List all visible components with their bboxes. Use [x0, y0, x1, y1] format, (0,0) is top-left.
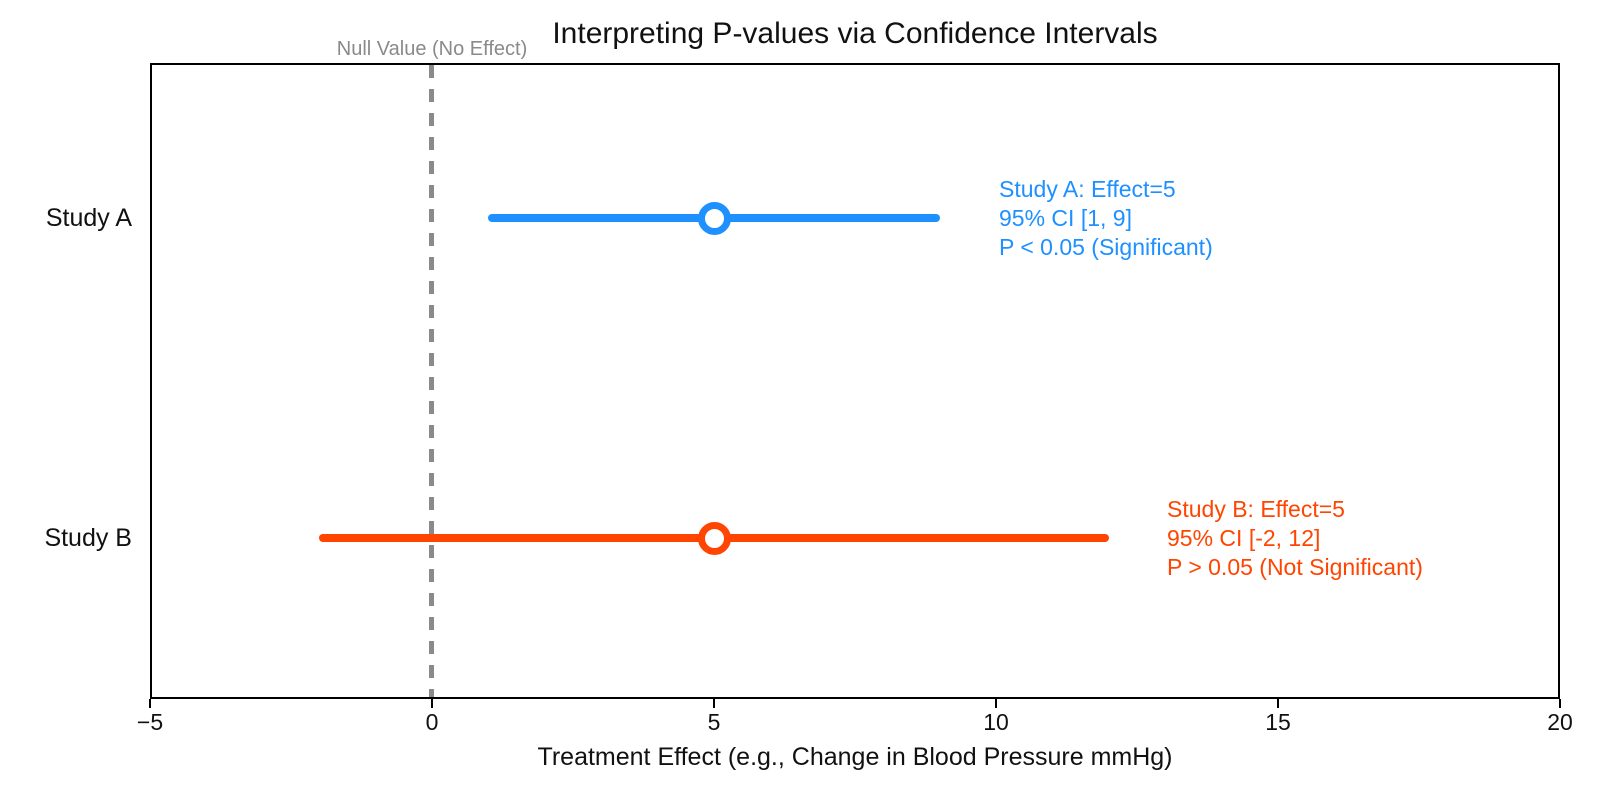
study-b-annotation-line-3: P > 0.05 (Not Significant): [1167, 554, 1423, 580]
xtick-mark-15: [1277, 699, 1279, 708]
xtick-mark-5: [713, 699, 715, 708]
null-line-label: Null Value (No Effect): [336, 38, 528, 60]
xtick-label-0: 0: [425, 709, 439, 735]
xtick-mark-neg5: [149, 699, 151, 708]
xtick-mark-0: [431, 699, 433, 708]
study-b-annotation: Study B: Effect=5 95% CI [-2, 12] P > 0.…: [1167, 495, 1423, 582]
study-a-annotation-line-2: 95% CI [1, 9]: [999, 205, 1132, 231]
study-b-effect-marker: [698, 522, 731, 555]
ytick-label-study-b: Study B: [44, 524, 132, 552]
x-axis-label: Treatment Effect (e.g., Change in Blood …: [537, 743, 1173, 771]
xtick-label-15: 15: [1265, 709, 1291, 735]
study-a-effect-marker: [698, 202, 731, 235]
study-a-annotation-line-1: Study A: Effect=5: [999, 176, 1176, 202]
study-a-annotation: Study A: Effect=5 95% CI [1, 9] P < 0.05…: [999, 175, 1213, 262]
xtick-mark-10: [995, 699, 997, 708]
xtick-label-5: 5: [707, 709, 721, 735]
study-b-annotation-line-2: 95% CI [-2, 12]: [1167, 525, 1321, 551]
chart-title: Interpreting P-values via Confidence Int…: [552, 17, 1158, 50]
xtick-label-10: 10: [983, 709, 1009, 735]
xtick-mark-20: [1559, 699, 1561, 708]
xtick-label-20: 20: [1547, 709, 1573, 735]
plot-area: Study A: Effect=5 95% CI [1, 9] P < 0.05…: [150, 63, 1560, 699]
ytick-label-study-a: Study A: [45, 204, 132, 232]
study-a-annotation-line-3: P < 0.05 (Significant): [999, 234, 1213, 260]
study-b-annotation-line-1: Study B: Effect=5: [1167, 496, 1345, 522]
xtick-label-neg5: −5: [136, 709, 164, 735]
null-value-dashed-line: [429, 65, 434, 697]
